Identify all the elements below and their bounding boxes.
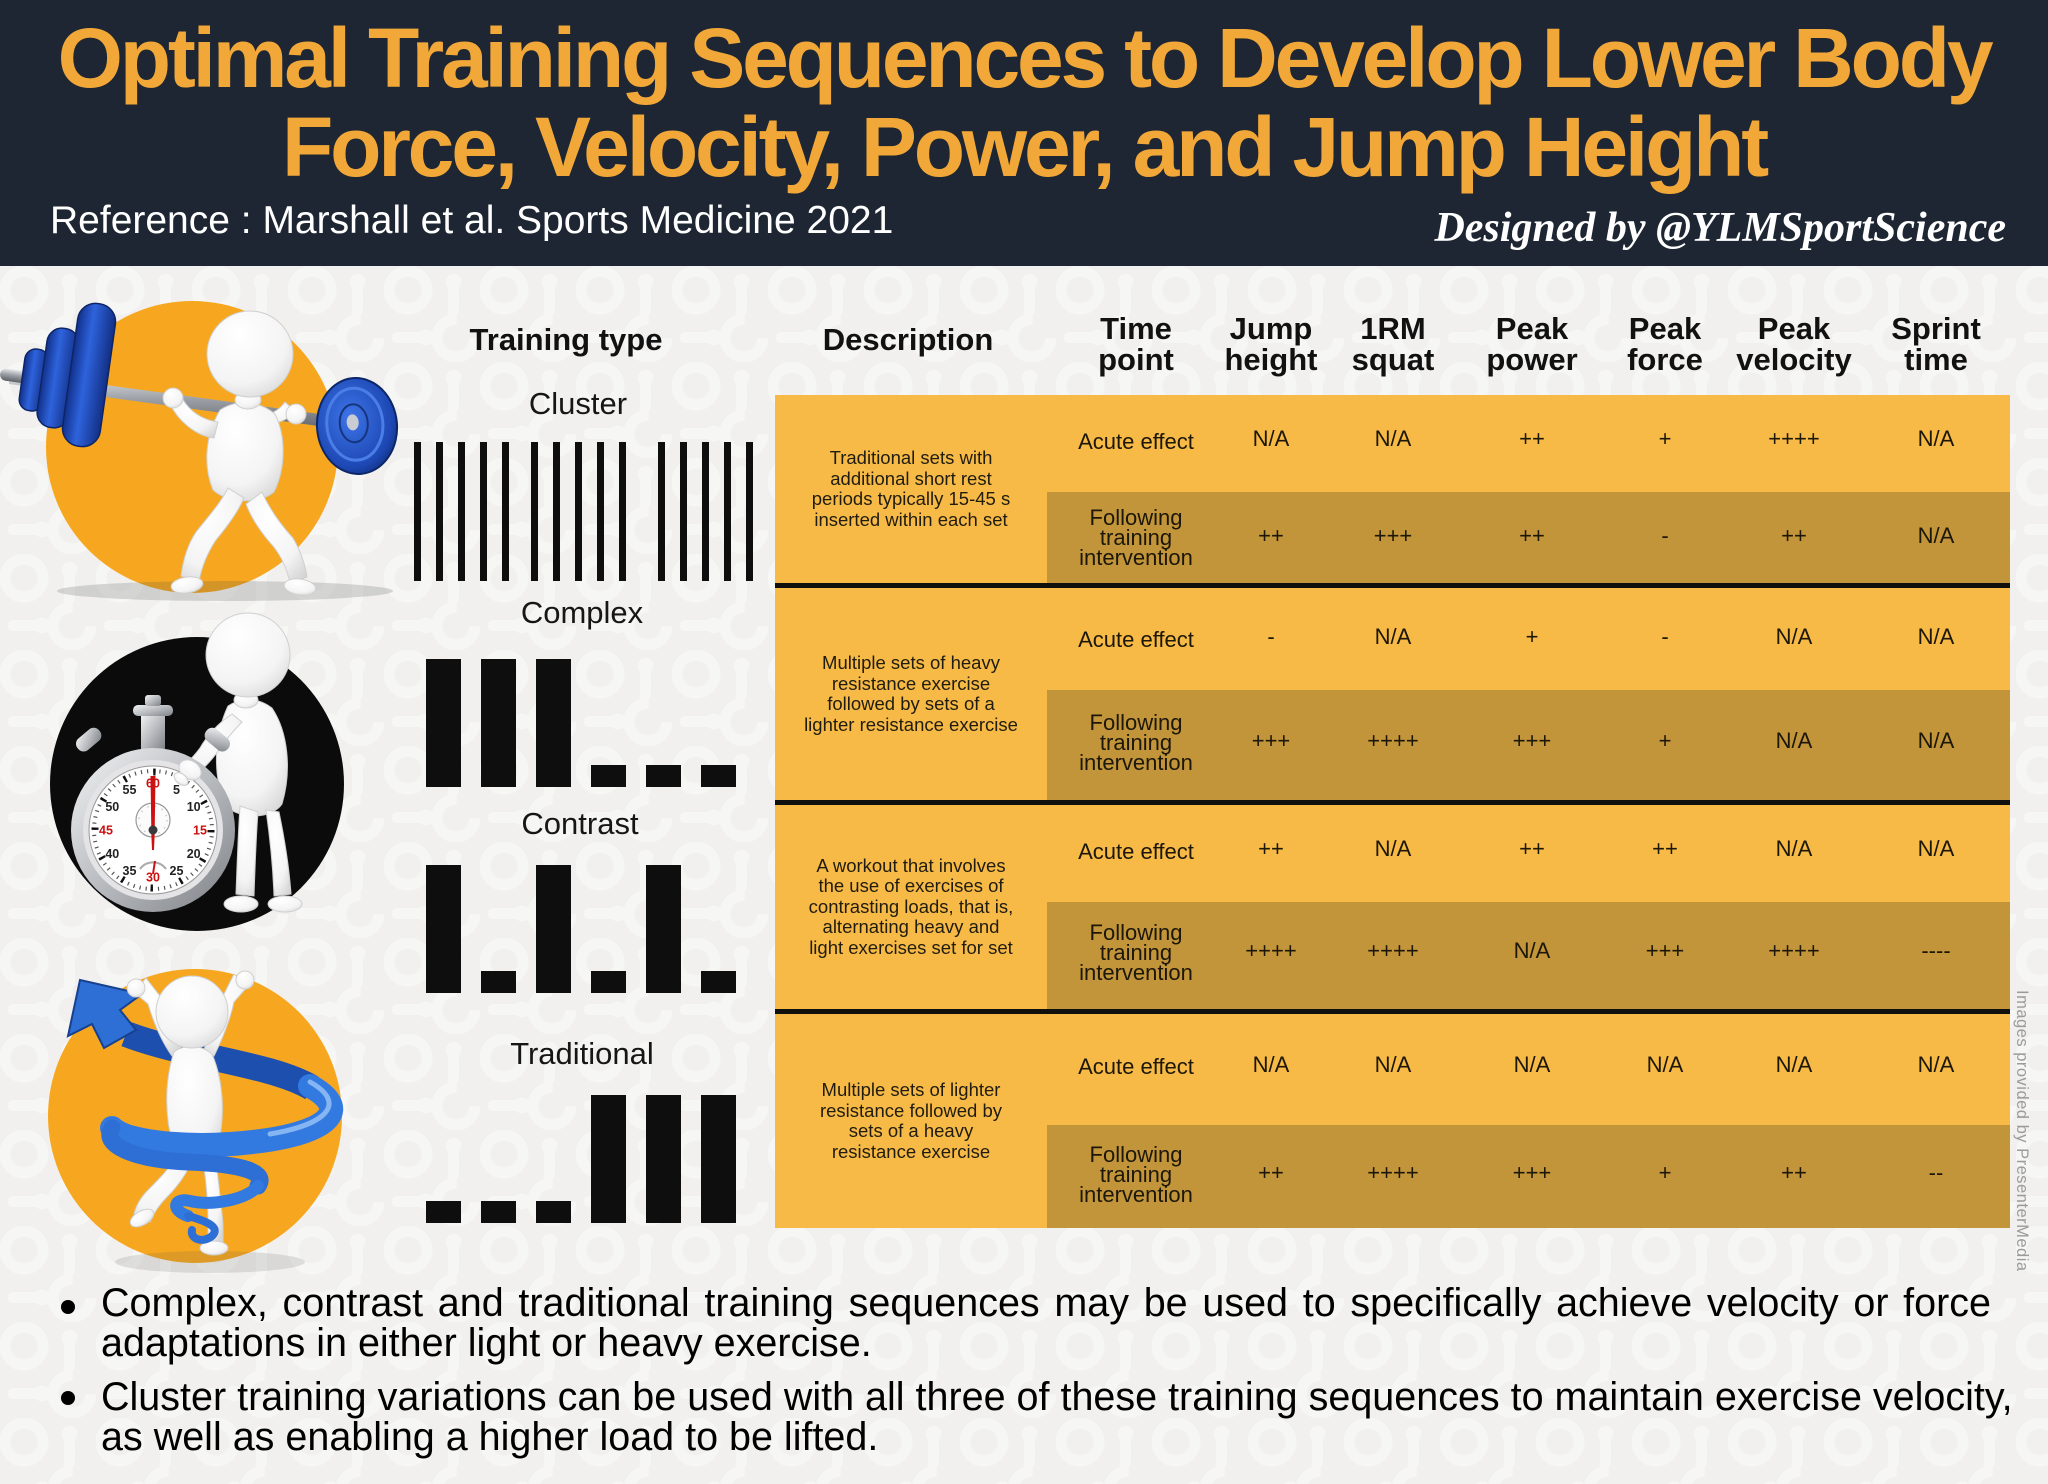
svg-text:55: 55 xyxy=(123,783,137,797)
svg-text:40: 40 xyxy=(105,847,119,861)
svg-text:50: 50 xyxy=(105,800,119,814)
svg-text:35: 35 xyxy=(123,864,137,878)
svg-text:30: 30 xyxy=(146,871,160,885)
svg-text:10: 10 xyxy=(187,800,201,814)
svg-text:45: 45 xyxy=(99,824,113,838)
svg-text:25: 25 xyxy=(170,864,184,878)
svg-text:20: 20 xyxy=(187,847,201,861)
svg-text:15: 15 xyxy=(193,824,207,838)
svg-text:5: 5 xyxy=(173,783,180,797)
